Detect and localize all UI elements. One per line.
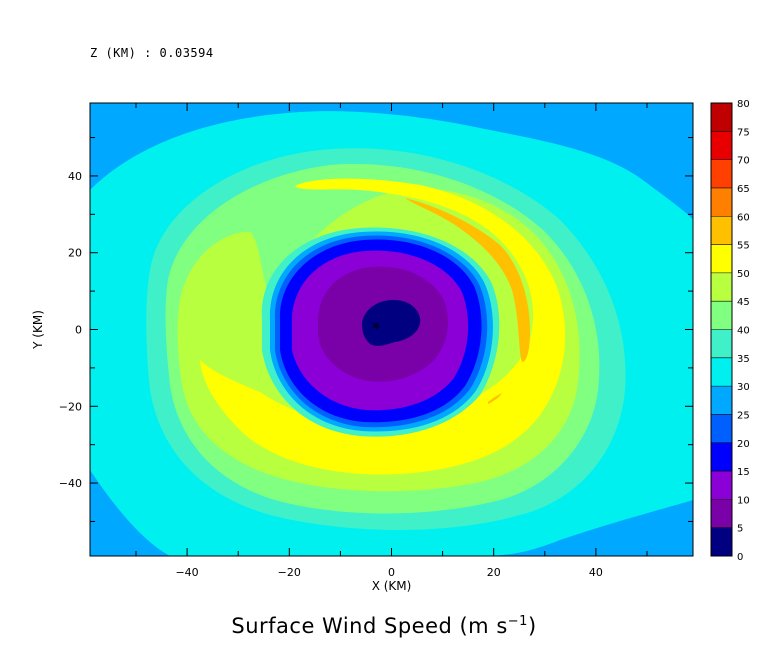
contour-field	[90, 103, 693, 556]
colorbar-label: 20	[737, 439, 750, 450]
colorbar-swatch	[711, 329, 732, 358]
y-tick-label: −40	[59, 477, 82, 490]
colorbar-swatch	[711, 301, 732, 330]
colorbar-label: 30	[737, 382, 750, 393]
y-axis-label: Y (KM)	[31, 310, 45, 350]
colorbar-label: 40	[737, 326, 750, 337]
colorbar: 0 5 10 15 20 25 30 35 40 45 50 55 60 65 70 75 80	[710, 99, 750, 563]
colorbar-label: 75	[737, 127, 750, 138]
x-tick-label: −20	[278, 566, 301, 579]
x-tick-label: −40	[175, 566, 198, 579]
colorbar-label: 50	[737, 269, 750, 280]
colorbar-swatch	[711, 103, 732, 132]
contour-fragment	[488, 393, 502, 404]
colorbar-label: 45	[737, 297, 750, 308]
colorbar-swatch	[711, 187, 732, 217]
title-text: Surface Wind Speed (m s	[231, 614, 508, 638]
colorbar-swatch	[711, 357, 732, 387]
contour-0	[362, 299, 421, 346]
title-superscript: −1	[507, 614, 528, 629]
x-axis-label: X (KM)	[372, 579, 412, 593]
y-tick-label: 0	[75, 324, 82, 337]
axes: −40 −20 0 20 40 −40 −20 0 20 40 X (KM) Y (KM)	[31, 103, 693, 593]
colorbar-label: 60	[737, 212, 750, 223]
colorbar-swatch	[711, 414, 732, 443]
colorbar-swatch	[711, 159, 732, 188]
colorbar-swatch	[711, 244, 732, 273]
colorbar-label: 55	[737, 241, 750, 252]
colorbar-label: 70	[737, 156, 750, 167]
y-tick-label: 20	[68, 247, 82, 260]
colorbar-swatch	[711, 272, 732, 302]
colorbar-swatch	[711, 131, 732, 160]
colorbar-label: 65	[737, 184, 750, 195]
z-level-label: Z (KM) : 0.03594	[90, 46, 214, 60]
chart-title: Surface Wind Speed (m s−1)	[0, 614, 768, 638]
colorbar-swatch	[711, 386, 732, 415]
colorbar-label: 80	[737, 99, 750, 110]
contour-55	[405, 198, 530, 362]
y-tick-label: 40	[68, 170, 82, 183]
colorbar-label: 0	[737, 552, 743, 563]
title-close: )	[527, 614, 537, 638]
colorbar-swatch	[711, 499, 732, 528]
colorbar-label: 5	[737, 524, 743, 535]
x-tick-label: 20	[487, 566, 501, 579]
colorbar-swatch	[711, 471, 732, 500]
colorbar-swatch	[711, 527, 732, 556]
colorbar-swatch	[711, 442, 732, 472]
x-tick-label: 0	[388, 566, 395, 579]
center-marker: *	[372, 319, 380, 338]
x-tick-label: 40	[589, 566, 603, 579]
y-tick-label: −20	[59, 400, 82, 413]
colorbar-label: 10	[737, 495, 750, 506]
colorbar-label: 35	[737, 354, 750, 365]
colorbar-swatch	[711, 216, 732, 245]
colorbar-label: 15	[737, 467, 750, 478]
colorbar-label: 25	[737, 410, 750, 421]
